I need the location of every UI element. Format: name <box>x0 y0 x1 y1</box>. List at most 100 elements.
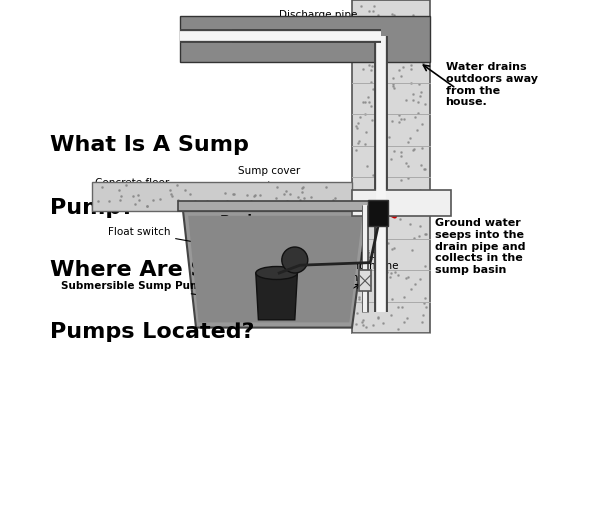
Point <box>263 203 273 211</box>
Point <box>206 200 216 208</box>
Point <box>353 119 363 127</box>
Point <box>374 288 384 296</box>
Polygon shape <box>188 216 362 322</box>
Point <box>410 112 420 121</box>
Point <box>422 230 431 238</box>
Point <box>388 74 397 82</box>
Point <box>353 139 362 148</box>
Polygon shape <box>183 211 368 328</box>
Point <box>403 45 412 53</box>
Point <box>155 196 165 204</box>
Point <box>358 235 367 243</box>
Text: Concrete floor: Concrete floor <box>95 178 169 188</box>
Point <box>373 294 383 303</box>
Point <box>421 99 430 108</box>
Point <box>364 98 374 107</box>
Point <box>356 2 366 10</box>
Point <box>355 113 365 122</box>
Point <box>381 113 391 122</box>
Point <box>190 197 200 205</box>
Point <box>247 197 256 205</box>
Point <box>416 88 425 97</box>
Point <box>364 269 373 278</box>
Point <box>364 61 374 69</box>
Point <box>355 237 365 245</box>
Point <box>388 80 398 88</box>
Point <box>220 189 230 197</box>
Point <box>282 197 292 205</box>
Point <box>376 156 385 164</box>
Polygon shape <box>92 182 352 211</box>
Point <box>386 269 395 278</box>
Point <box>383 239 392 248</box>
Point <box>387 197 397 205</box>
Point <box>376 171 386 179</box>
Point <box>417 120 427 128</box>
Point <box>380 210 390 218</box>
Point <box>413 34 422 43</box>
Point <box>388 82 398 90</box>
Point <box>398 22 407 30</box>
Point <box>409 27 419 35</box>
Point <box>352 124 362 133</box>
Point <box>313 203 323 211</box>
Point <box>367 13 376 21</box>
Point <box>350 189 360 197</box>
Point <box>98 183 107 191</box>
Point <box>396 152 406 160</box>
Polygon shape <box>181 16 430 62</box>
Point <box>361 110 370 119</box>
Point <box>418 47 428 56</box>
Point <box>372 219 382 228</box>
Point <box>410 280 420 289</box>
Point <box>394 32 403 40</box>
Point <box>407 79 416 87</box>
Point <box>188 203 198 211</box>
Point <box>406 61 416 69</box>
Polygon shape <box>178 201 373 211</box>
Point <box>360 233 370 242</box>
Point <box>166 190 176 199</box>
Point <box>363 47 373 55</box>
Polygon shape <box>368 200 388 226</box>
Point <box>357 318 367 327</box>
Point <box>415 92 425 100</box>
Point <box>417 144 427 152</box>
Point <box>407 246 416 254</box>
Point <box>420 262 430 270</box>
Point <box>361 323 371 331</box>
Point <box>418 318 427 326</box>
Point <box>360 98 370 106</box>
Text: Electric
outlet: Electric outlet <box>248 188 363 210</box>
Point <box>381 84 391 93</box>
Point <box>378 125 388 133</box>
Point <box>421 294 430 302</box>
Point <box>363 249 373 257</box>
Point <box>401 274 411 282</box>
Point <box>396 52 406 60</box>
Point <box>299 183 308 191</box>
Point <box>387 295 397 304</box>
Point <box>373 110 383 118</box>
Point <box>355 137 364 146</box>
Point <box>387 245 397 253</box>
Text: Check valve: Check valve <box>266 284 360 324</box>
Point <box>352 309 362 317</box>
Text: What Is A Sump: What Is A Sump <box>50 135 249 155</box>
Point <box>299 193 309 202</box>
Point <box>415 80 424 88</box>
Polygon shape <box>256 273 298 320</box>
Point <box>362 161 372 170</box>
Point <box>373 137 382 145</box>
Point <box>358 298 367 306</box>
Point <box>405 57 415 65</box>
Point <box>396 72 406 80</box>
Point <box>251 191 260 200</box>
Point <box>394 270 403 279</box>
Ellipse shape <box>256 267 298 280</box>
Point <box>371 295 380 304</box>
Point <box>402 314 412 322</box>
Point <box>285 190 295 198</box>
Point <box>116 192 125 200</box>
Point <box>388 46 397 54</box>
